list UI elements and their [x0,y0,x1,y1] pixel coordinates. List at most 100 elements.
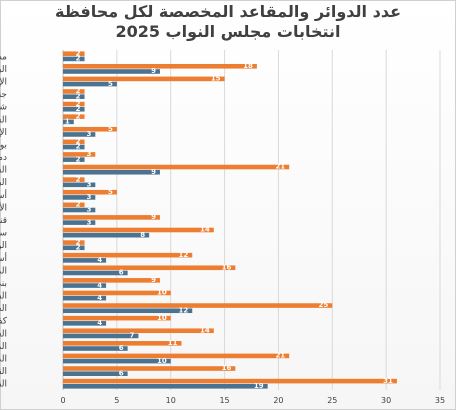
data-label: 3 [86,206,91,214]
category-label: مطروح [0,52,7,62]
data-label: 21 [275,163,285,171]
category-label: البحر الأحمر [0,176,7,188]
bar [63,258,107,263]
data-label: 16 [222,364,232,372]
bar [63,358,171,364]
bar [63,89,85,94]
data-label: 8 [140,231,145,239]
bar [63,126,117,132]
category-label: البحيرة [0,65,7,75]
data-label: 2 [76,138,81,146]
bar [63,384,268,389]
data-label: 31 [383,377,393,385]
data-label: 9 [151,213,156,221]
data-label: 18 [243,62,253,70]
data-label: 4 [97,294,102,302]
bar [63,152,96,157]
data-label: 5 [108,188,113,196]
bar [63,378,397,384]
data-label: 2 [76,238,81,246]
data-label: 3 [86,218,91,226]
bar [63,321,107,326]
data-label: 2 [76,155,81,163]
bar [63,333,139,339]
bar [63,144,85,150]
data-label: 2 [76,87,81,95]
data-label: 14 [200,326,210,334]
bar [63,119,74,125]
bar [63,157,85,162]
x-tick-label: 15 [219,396,229,405]
chart-title: عدد الدوائر والمقاعد المخصصة لكل محافظة … [0,2,456,42]
bar [63,227,214,233]
data-label: 9 [151,67,156,75]
data-label: 15 [211,75,221,83]
bar [63,328,214,334]
category-label: دمياط [0,153,7,163]
bar [63,63,257,69]
bar [63,132,96,137]
bar [63,76,225,82]
category-label: الشرقية [0,166,7,176]
data-label: 2 [76,100,81,108]
x-tick-label: 25 [327,396,337,405]
data-label: 2 [76,175,81,183]
bar [63,265,236,271]
data-label: 3 [86,193,91,201]
bar [63,303,333,308]
data-label: 9 [151,276,156,284]
category-label: بورسعيد [0,140,7,150]
x-tick-label: 20 [273,396,283,405]
data-label: 2 [76,201,81,209]
data-label: 2 [76,55,81,63]
x-tick-label: 35 [435,396,445,405]
chart-title-line-2: انتخابات مجلس النواب 2025 [115,22,341,41]
data-label: 10 [157,357,167,365]
data-label: 9 [151,168,156,176]
data-label: 4 [97,256,102,264]
bar [63,252,193,258]
category-label: سوهاج [0,229,7,239]
category-label: الفيوم [0,292,7,302]
data-label: 6 [119,344,124,352]
category-label: أسيوط [0,252,7,264]
data-label: 4 [97,281,102,289]
data-label: 3 [86,181,91,189]
data-label: 25 [319,301,329,309]
bar [63,139,85,145]
bar [63,308,193,314]
data-label: 2 [76,143,81,151]
category-label: الإسماعيلية [0,128,7,138]
data-label: 2 [76,92,81,100]
x-tick-label: 0 [60,396,65,405]
bar [63,278,160,283]
bar [63,51,85,56]
data-label: 10 [157,314,167,322]
data-label: 10 [157,289,167,297]
category-label: الغربية [0,329,7,339]
chart-title-line-1: عدد الدوائر والمقاعد المخصصة لكل محافظة [54,2,401,21]
x-tick-label: 10 [166,396,176,405]
bar [63,346,128,351]
data-label: 16 [222,263,232,271]
category-label: الوادي الجديد [0,241,7,251]
bar [63,283,107,288]
category-label: الدقهلية [0,355,7,365]
data-label: 21 [275,352,285,360]
bar [63,207,96,213]
bar [63,371,128,377]
category-label: المنيا [0,266,7,276]
data-label: 2 [76,105,81,113]
bar [63,69,160,74]
bar [63,81,117,87]
bar [63,232,150,238]
data-label: 2 [76,49,81,57]
bar [63,169,160,175]
x-tick-label: 30 [381,396,391,405]
category-label: القاهرة [0,380,7,390]
data-label: 6 [119,269,124,277]
bar [63,315,171,321]
data-label: 5 [108,125,113,133]
data-label: 11 [168,339,178,347]
